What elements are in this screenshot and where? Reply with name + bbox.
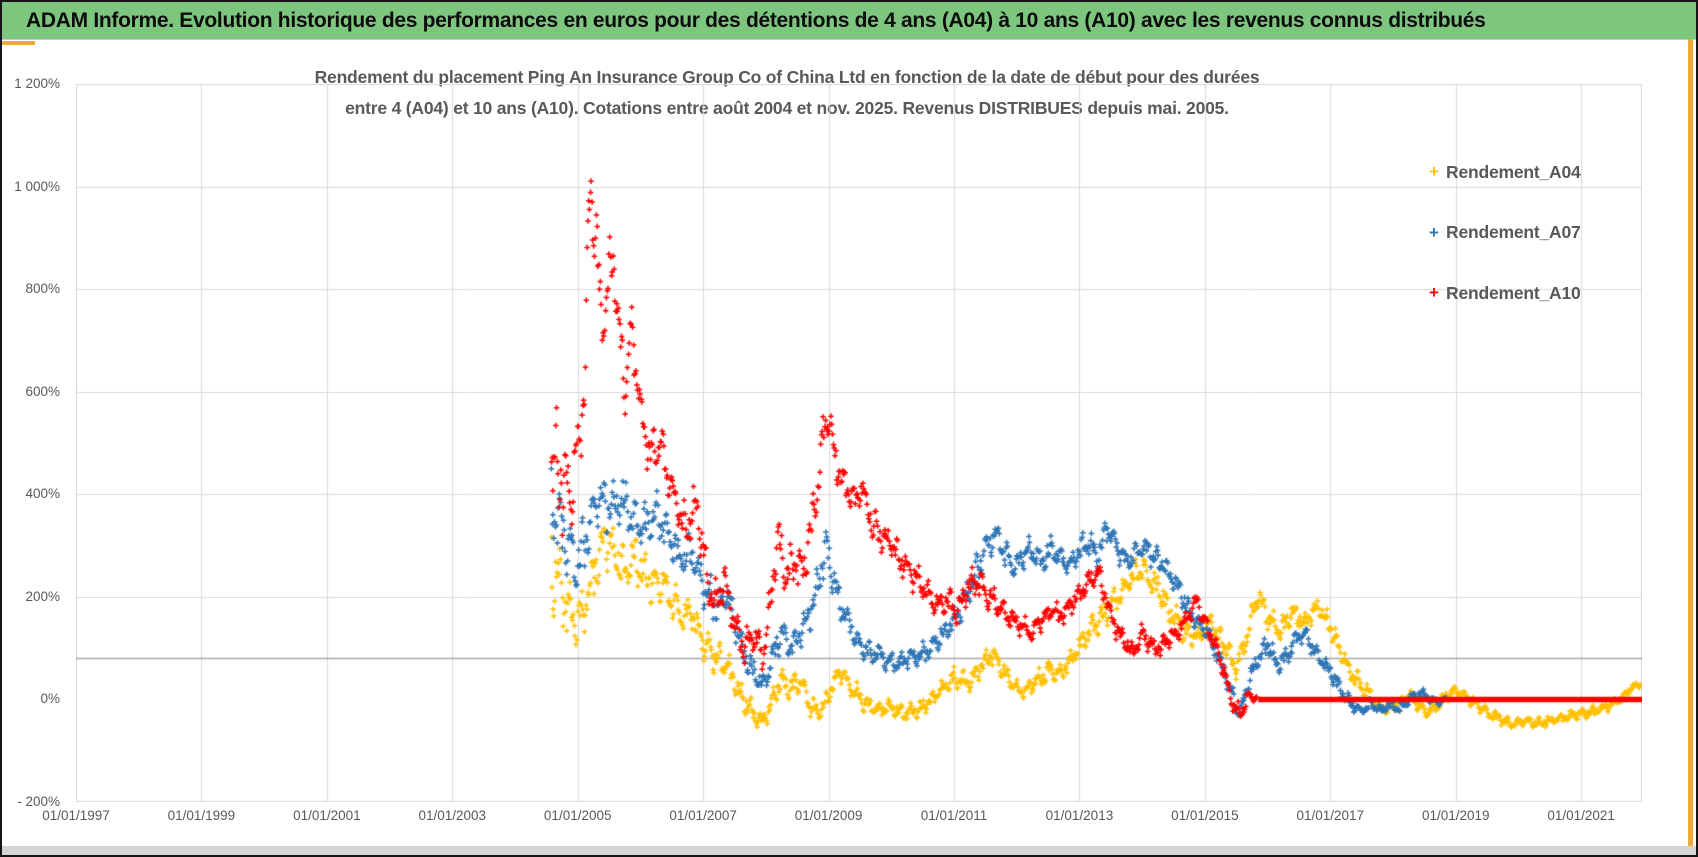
header-banner: ADAM Informe. Evolution historique des p… [2,2,1696,40]
x-axis-tick-label: 01/01/2007 [669,808,737,823]
x-axis-tick-label: 01/01/2005 [543,808,612,823]
x-axis-tick-label: 01/01/2013 [1045,808,1114,823]
legend-plus-marker-icon: + [1429,222,1439,242]
legend-label: Rendement_A04 [1446,161,1581,182]
x-axis-tick-label: 01/01/2011 [920,808,988,823]
x-axis-tick-label: 01/01/1999 [167,808,236,823]
y-axis-tick-label: 200% [25,588,60,604]
chart-title-line1: Rendement du placement Ping An Insurance… [314,67,1260,87]
legend-label: Rendement_A07 [1446,222,1581,242]
x-axis-tick-label: 01/01/2003 [418,808,487,823]
legend-plus-marker-icon: + [1429,162,1439,181]
x-axis-tick-label: 01/01/2021 [1547,808,1615,823]
x-axis-tick-label: 01/01/2001 [293,808,361,823]
legend-item-rendement_a07[interactable]: + Rendement_A07 [1426,220,1581,246]
y-axis-tick-label: 400% [25,486,60,502]
legend-label: Rendement_A10 [1446,282,1581,303]
x-axis-tick-label: 01/01/2015 [1171,808,1239,823]
legend-item-rendement_a10[interactable]: + Rendement_A10 [1426,280,1581,306]
x-axis-tick-label: 01/01/2009 [794,808,863,823]
legend-item-rendement_a04[interactable]: + Rendement_A04 [1426,159,1581,185]
x-axis-tick-label: 01/01/2019 [1421,808,1490,823]
y-axis-tick-label: 0% [40,691,60,707]
y-axis-tick-label: - 200% [17,794,60,809]
y-axis-tick-label: 600% [25,383,60,399]
selection-accent-left [2,41,35,45]
x-axis-tick-label: 01/01/2017 [1296,808,1365,823]
chart-canvas [76,84,1642,802]
y-axis-tick-label: 1 000% [14,178,60,194]
plot-area [76,84,1642,802]
header-title: ADAM Informe. Evolution historique des p… [26,8,1486,32]
x-axis-tick-label: 01/01/1997 [42,808,110,823]
y-axis-tick-label: 1 200% [14,76,60,91]
legend-plus-marker-icon: + [1429,283,1439,302]
y-axis-tick-label: 800% [25,281,60,297]
bottom-gray-strip [2,846,1696,855]
selection-accent-right [1688,39,1693,846]
